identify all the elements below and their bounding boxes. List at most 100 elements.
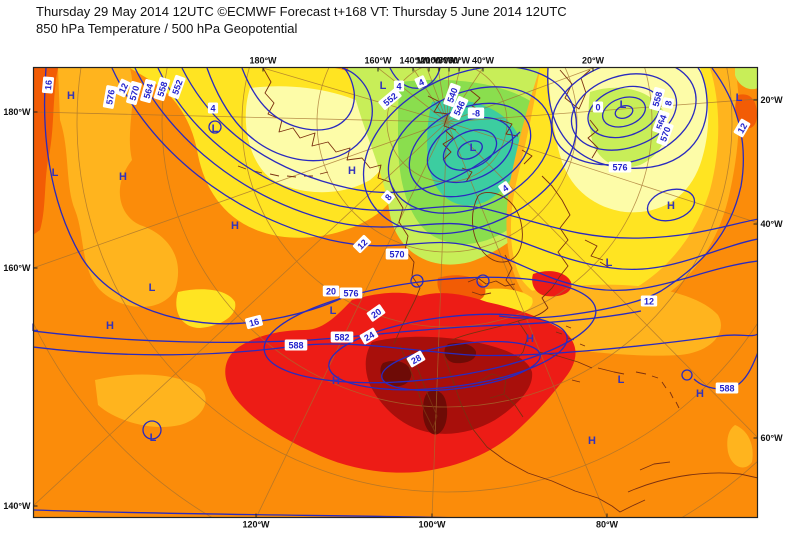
longitude-label-right: 20°W [761,95,784,105]
contour-label-text: 588 [288,341,303,351]
contour-label-box [207,102,219,114]
contour-label-text: 4 [210,104,215,114]
geopotential-contour [263,276,597,384]
coastline [555,325,586,347]
low-center-marker: L [470,142,477,154]
contour-label: 20 [366,304,386,322]
contour-label-text: 582 [334,333,349,343]
contour-label-text: 28 [409,353,423,367]
geopotential-contour [426,116,514,184]
contour-label: 570 [656,121,674,147]
contour-label-box [284,339,308,351]
coastline [627,461,758,493]
contour-label-box [140,78,156,104]
contour-label-text: 16 [248,316,260,328]
longitude-label-top: 160°W [364,56,392,66]
contour-label: 24 [359,327,379,345]
contour-label: 588 [284,339,308,351]
longitude-label-bottom: 80°W [596,520,619,530]
contour-label-text: 570 [389,250,404,260]
contour-label-box [244,314,264,330]
high-center-marker: H [588,435,596,447]
high-center-marker: H [526,333,534,345]
contour-label-text: 4 [417,77,426,88]
temperature-fill [727,425,753,468]
temperature-fill [444,342,477,364]
high-center-marker: H [332,375,340,387]
coastline [541,175,571,309]
geopotential-contour [241,67,356,131]
contour-label-text: 540 [445,86,460,104]
contour-label: 558 [153,76,171,102]
high-center-marker: H [667,200,675,212]
contour-label: 4 [498,181,512,195]
geopotential-contour [646,188,696,222]
map-frame [32,66,759,519]
low-center-marker: L [150,432,157,444]
graticule-meridian [33,111,448,123]
contour-label: 576 [608,161,632,173]
coastline [467,277,516,296]
temperature-fill [58,68,179,307]
graticule-meridian [255,121,448,518]
graticule-parallel [161,67,733,408]
contour-label-text: 588 [719,384,734,394]
coastline [451,307,549,361]
contour-label: 16 [41,76,55,94]
contour-label-text: 12 [644,297,654,307]
graticule-meridian [446,121,608,518]
contour-label: 540 [443,82,461,108]
longitude-label-left: 160°W [3,263,31,273]
contour-label: 564 [140,78,156,104]
chart-title-line1: Thursday 29 May 2014 12UTC ©ECMWF Foreca… [36,4,567,19]
high-center-marker: H [106,320,114,332]
low-center-marker: L [736,92,743,104]
contour-label-box [652,109,670,135]
high-center-marker: H [231,220,239,232]
contour-label: 12 [733,118,751,138]
geopotential-contour [33,333,758,357]
coastline [237,165,329,178]
longitude-label-right: 40°W [761,219,784,229]
low-center-marker: L [618,374,625,386]
geopotential-contour [681,369,693,381]
temperature-fill [735,68,758,90]
geopotential-contour [547,67,708,169]
contour-label: 0 [592,101,604,113]
longitude-label-top: 80°W [438,56,461,66]
temperature-fill [588,87,667,168]
contour-label-box [733,118,751,138]
contour-label-box [330,331,354,343]
contour-label-box [656,121,674,147]
contour-label-text: 24 [362,330,376,344]
contour-label-text: 8 [663,100,674,107]
high-center-marker: H [119,171,127,183]
contour-label-box [715,382,739,394]
contour-label: 570 [126,80,142,106]
contour-label: 4 [207,102,219,114]
graticule-meridian [446,121,758,224]
contour-label-text: 570 [128,85,142,102]
low-center-marker: L [52,167,59,179]
coastline [262,67,421,345]
contour-label-text: 552 [170,78,185,96]
longitude-label-left: 180°W [3,107,31,117]
contour-label-box [378,88,402,110]
contour-label-box [592,101,604,113]
contour-label-box [385,248,409,260]
geopotential-contour [134,67,758,270]
contour-label-text: 12 [736,121,750,135]
geopotential-contour [157,67,758,239]
contour-label-text: 576 [612,163,627,173]
contour-label-box [359,327,379,345]
low-center-marker: L [212,123,219,135]
contour-label: 582 [330,331,354,343]
chart-header: Thursday 29 May 2014 12UTC ©ECMWF Foreca… [36,3,567,37]
longitude-label-left: 140°W [3,501,31,511]
contour-label-box [168,74,186,100]
longitude-label-bottom: 120°W [242,520,270,530]
graticule-parallel [76,67,758,493]
contour-label-box [608,161,632,173]
